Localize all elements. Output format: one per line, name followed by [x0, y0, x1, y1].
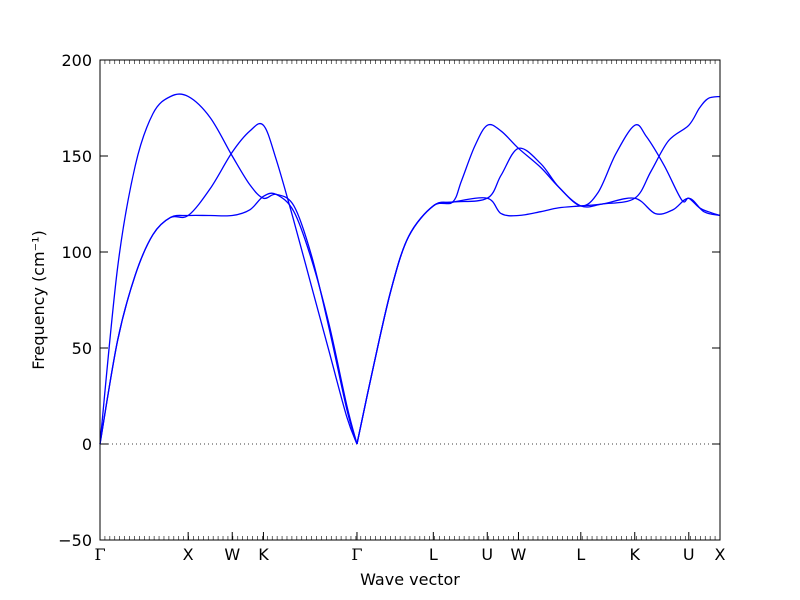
- phonon-branch-2: [99, 122, 358, 445]
- x-tick-label: U: [683, 545, 695, 564]
- plot-frame: [99, 59, 721, 541]
- y-axis-label: Frequency (cm⁻¹): [29, 230, 48, 369]
- phonon-branch-3: [99, 93, 358, 445]
- x-tick-label: X: [183, 545, 194, 564]
- y-tick-label: 150: [61, 147, 92, 166]
- x-tick-label: K: [630, 545, 641, 564]
- x-tick-label: Γ: [94, 545, 105, 564]
- x-axis-label: Wave vector: [360, 570, 460, 589]
- x-tick-label: L: [576, 545, 585, 564]
- x-tick-label: Γ: [351, 545, 362, 564]
- plot-background: [100, 60, 720, 540]
- y-tick-label: 0: [82, 435, 92, 454]
- x-tick-label: U: [481, 545, 493, 564]
- x-tick-label: W: [224, 545, 240, 564]
- x-tick-label: L: [429, 545, 438, 564]
- y-tick-label: −50: [58, 531, 92, 550]
- phonon-branch-6: [356, 95, 721, 445]
- x-tick-label: K: [258, 545, 269, 564]
- y-tick-label: 100: [61, 243, 92, 262]
- x-tick-label: W: [511, 545, 527, 564]
- x-tick-label: X: [715, 545, 726, 564]
- y-tick-label: 50: [72, 339, 92, 358]
- y-tick-label: 200: [61, 51, 92, 70]
